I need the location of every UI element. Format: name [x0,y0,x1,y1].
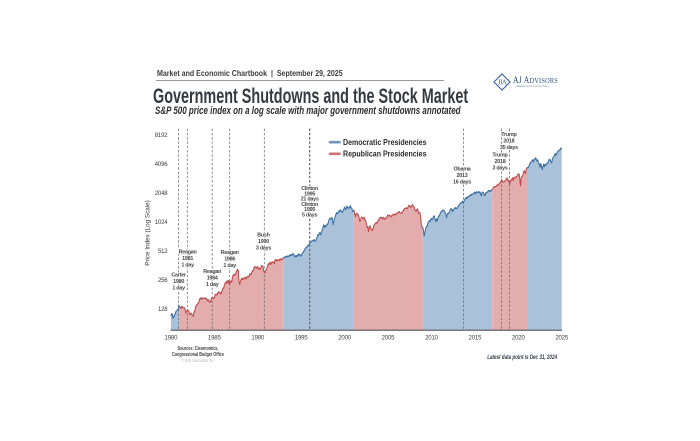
svg-text:1 day: 1 day [181,262,194,268]
svg-text:1 day: 1 day [223,263,236,269]
svg-text:21 days: 21 days [301,197,319,203]
svg-text:1 day: 1 day [172,285,185,291]
svg-text:256: 256 [158,278,168,284]
svg-text:128: 128 [158,307,168,313]
svg-text:8192: 8192 [155,133,169,139]
svg-text:2025: 2025 [555,336,569,342]
svg-text:Clinton: Clinton [301,186,318,192]
svg-text:1985: 1985 [208,336,222,342]
svg-text:2000: 2000 [338,336,352,342]
svg-text:Democratic Presidencies: Democratic Presidencies [343,138,427,147]
svg-text:Carter: Carter [171,273,187,279]
svg-text:1 day: 1 day [206,282,219,288]
svg-text:JJA: JJA [497,79,507,87]
svg-text:2005: 2005 [382,336,396,342]
svg-text:Clinton: Clinton [301,202,318,208]
svg-text:1024: 1024 [155,220,169,226]
svg-text:Trump: Trump [501,132,517,138]
svg-text:1986: 1986 [224,256,235,262]
svg-text:4096: 4096 [155,162,169,168]
svg-text:1990: 1990 [251,336,265,342]
svg-text:3 days: 3 days [256,245,272,251]
svg-text:1980: 1980 [165,336,179,342]
svg-text:512: 512 [158,249,168,255]
svg-text:2018: 2018 [503,138,514,144]
svg-text:2013: 2013 [457,173,468,179]
svg-text:2015: 2015 [469,336,483,342]
svg-text:Reagan: Reagan [203,269,221,275]
svg-text:16 days: 16 days [453,179,471,185]
svg-text:Trump: Trump [492,153,508,159]
svg-text:2018: 2018 [495,159,506,165]
svg-text:2010: 2010 [425,336,439,342]
svg-text:1995: 1995 [295,336,309,342]
svg-text:2020: 2020 [512,336,526,342]
svg-text:Reagan: Reagan [221,250,239,256]
svg-text:1981: 1981 [182,256,193,262]
svg-text:1995: 1995 [304,207,315,213]
svg-text:Price Index (Log Scale): Price Index (Log Scale) [144,200,151,265]
svg-text:5 days: 5 days [302,213,318,219]
svg-text:3 days: 3 days [492,165,508,171]
svg-text:1995: 1995 [304,191,315,197]
svg-text:2048: 2048 [155,191,169,197]
svg-text:Bush: Bush [257,233,269,239]
svg-text:Republican Presidencies: Republican Presidencies [343,150,427,159]
svg-text:Reagan: Reagan [179,250,197,256]
svg-text:1984: 1984 [207,275,218,281]
svg-text:1980: 1980 [173,279,184,285]
svg-text:Obama: Obama [453,167,471,173]
svg-text:35 days: 35 days [500,145,518,151]
svg-text:1990: 1990 [258,239,269,245]
